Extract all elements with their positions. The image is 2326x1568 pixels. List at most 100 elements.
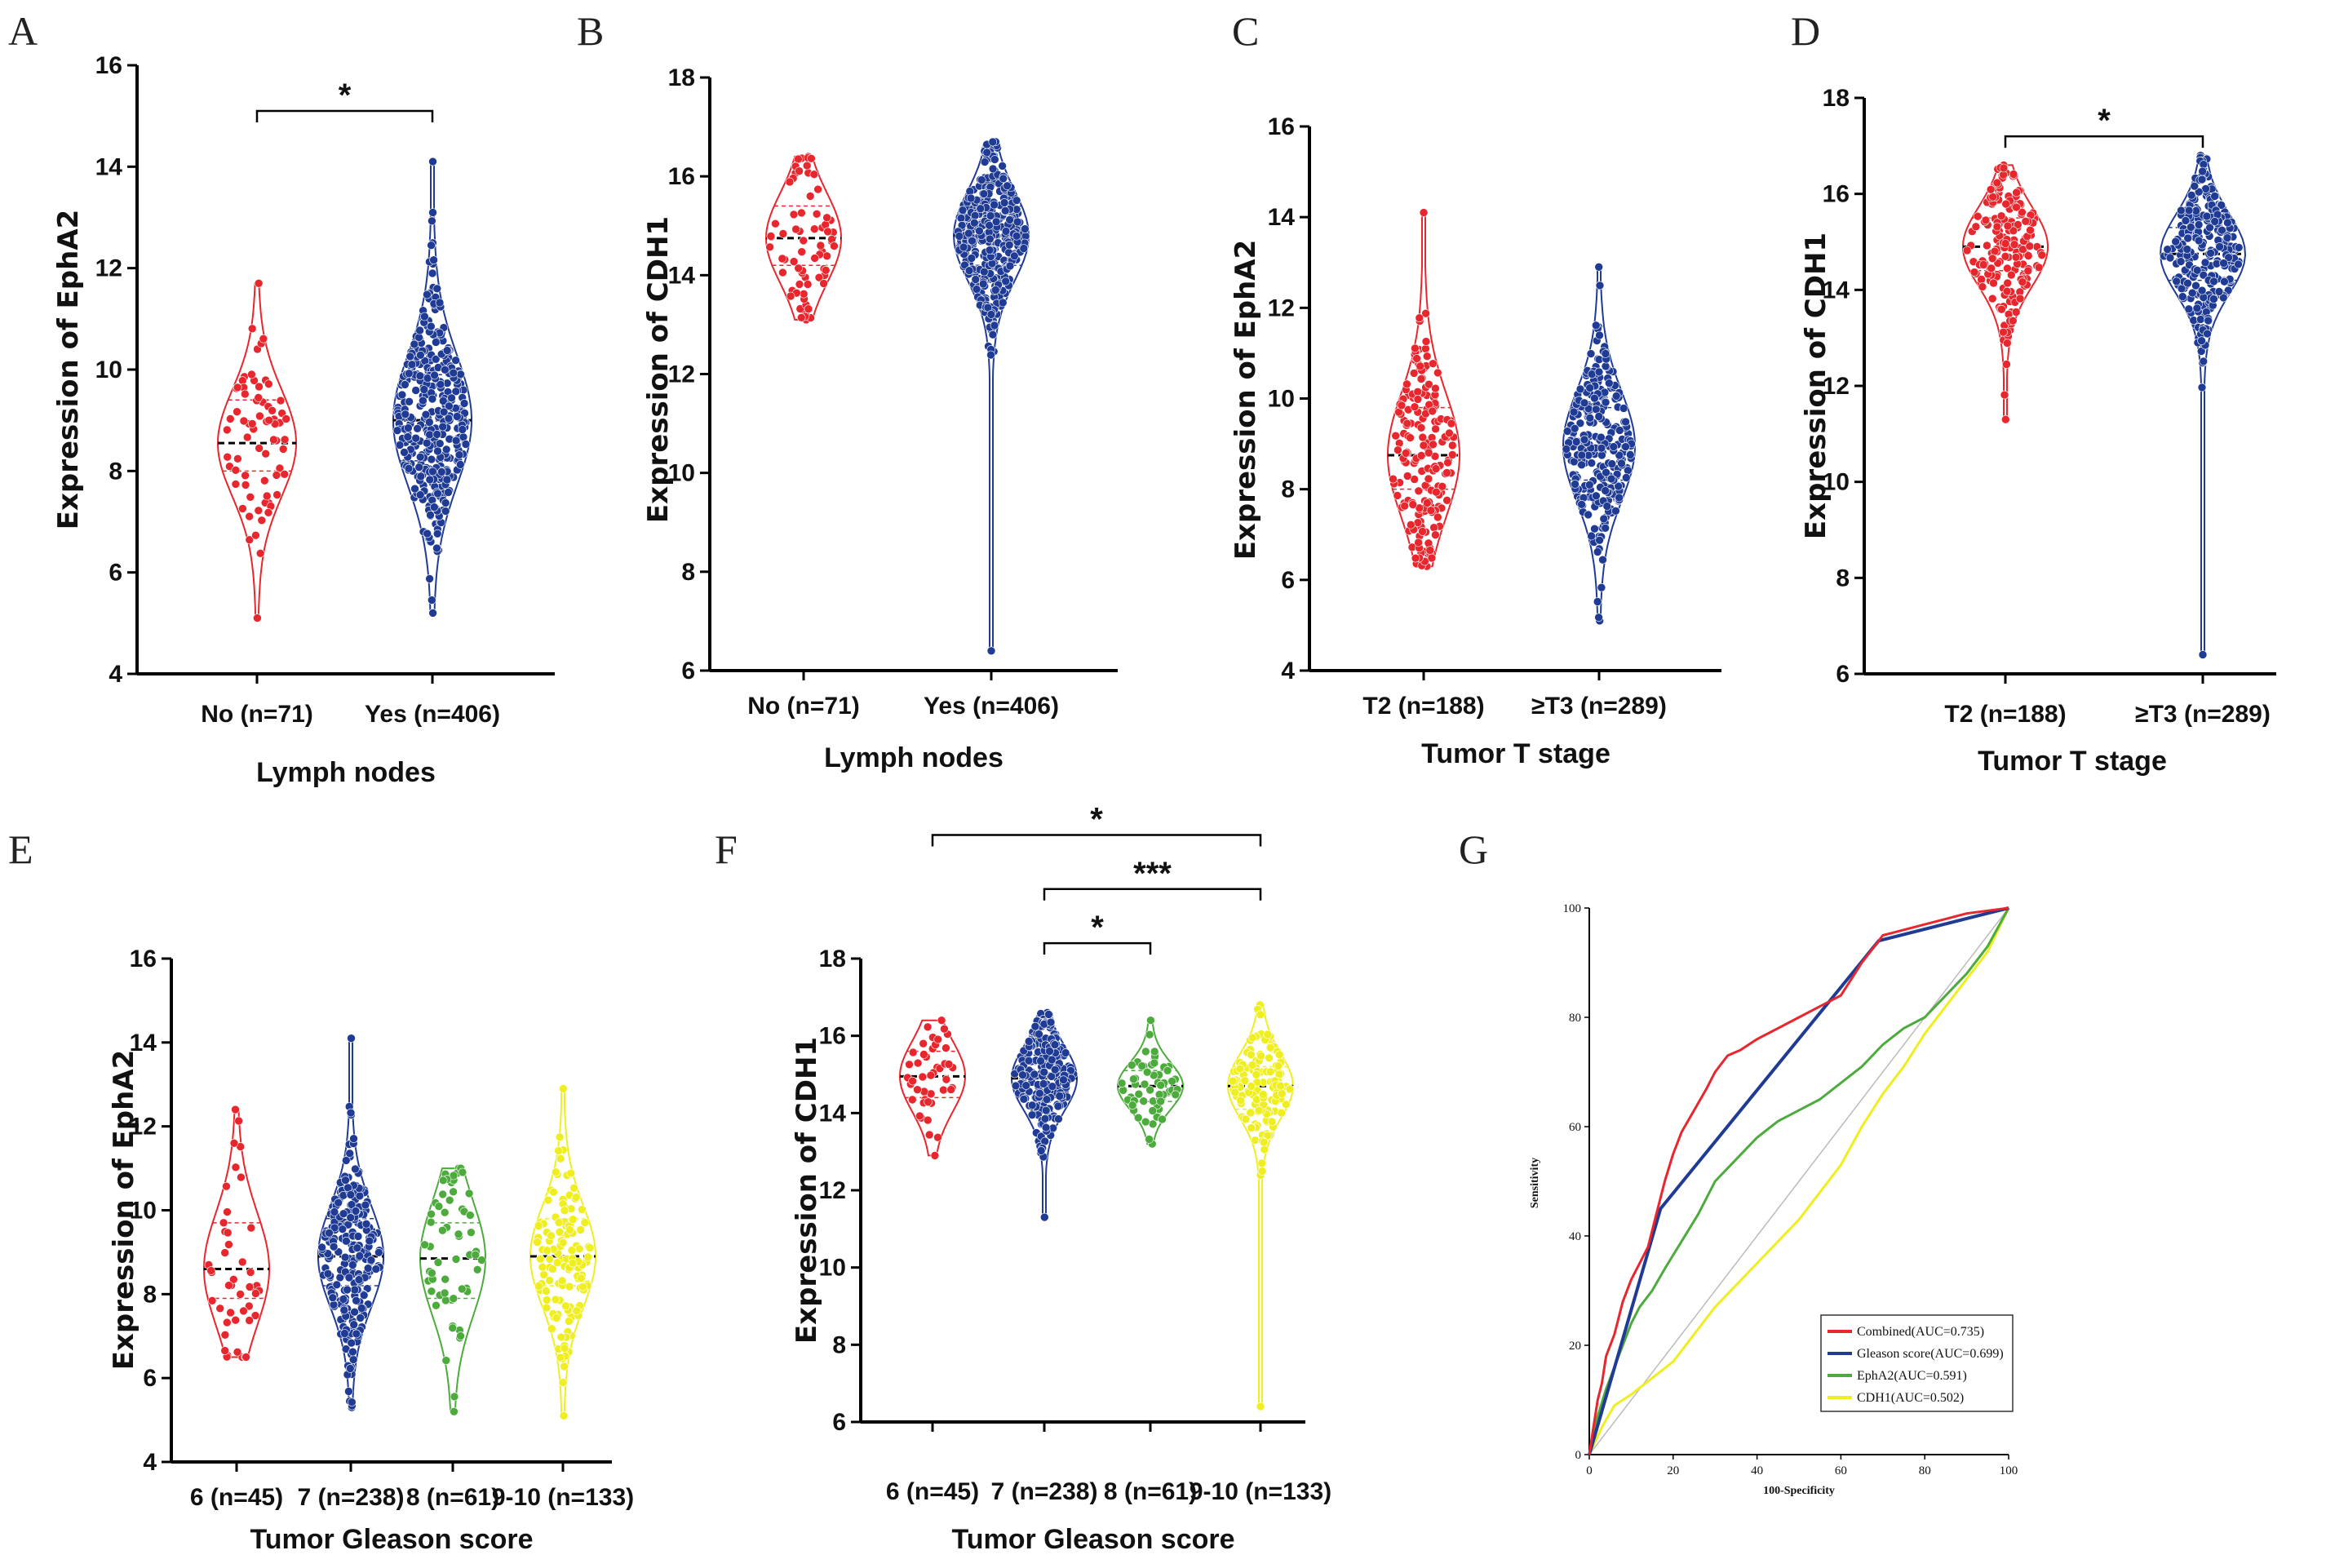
data-point <box>428 609 437 618</box>
data-point <box>401 410 410 419</box>
data-point <box>1128 1101 1137 1110</box>
data-point <box>1571 480 1579 489</box>
data-point <box>352 1329 361 1339</box>
data-point <box>240 389 250 399</box>
data-point <box>228 1275 238 1284</box>
data-point <box>1027 1110 1037 1119</box>
data-point <box>991 286 1000 295</box>
data-point <box>1267 1117 1277 1127</box>
data-point <box>536 1254 545 1264</box>
data-point <box>2198 650 2208 659</box>
data-point <box>2191 281 2200 290</box>
data-point <box>569 1184 578 1193</box>
data-point <box>339 1295 348 1304</box>
data-point <box>2171 237 2180 246</box>
y-tick-label: 4 <box>109 661 122 688</box>
data-point <box>2200 258 2210 268</box>
data-point <box>1408 500 1418 509</box>
data-point <box>1041 1123 1051 1132</box>
y-tick-label: 10 <box>95 357 122 383</box>
data-point <box>1133 1113 1143 1123</box>
panel-label-e: E <box>8 826 33 872</box>
data-point <box>361 1220 371 1229</box>
y-tick-label: 12 <box>1268 295 1295 321</box>
data-point <box>799 289 809 299</box>
data-point <box>979 189 989 198</box>
data-point <box>2021 216 2031 226</box>
data-point <box>1621 417 1630 427</box>
data-point <box>247 419 257 428</box>
data-point <box>534 1221 543 1230</box>
data-point <box>2183 278 2192 288</box>
data-point <box>2217 225 2226 235</box>
data-point <box>1431 530 1440 540</box>
roc-series-line <box>1588 907 2010 1455</box>
data-point <box>1411 553 1420 563</box>
data-point <box>395 441 405 450</box>
data-point <box>1277 1108 1287 1118</box>
data-point <box>999 174 1008 184</box>
data-point <box>908 1048 918 1057</box>
data-point <box>972 285 981 294</box>
data-point <box>796 312 806 322</box>
violin-plot-a: 4 6 8 10 12 14 16 Expression of EphA2 Lymph node… <box>52 52 555 788</box>
data-point <box>1977 275 1986 284</box>
data-point <box>2197 175 2207 184</box>
data-point <box>328 1293 338 1302</box>
data-point <box>913 1085 922 1094</box>
violin-plot-c: 4 6 8 10 12 14 16 Expression of EphA2 Tumor T st… <box>1229 113 1721 769</box>
data-point <box>930 1151 940 1160</box>
y-tick-label: 4 <box>143 1449 157 1476</box>
data-point <box>449 1171 459 1180</box>
data-point <box>1027 1101 1037 1110</box>
data-point <box>348 1260 357 1269</box>
data-point <box>812 209 822 219</box>
data-point <box>233 407 241 417</box>
data-point <box>1036 1146 1046 1155</box>
data-point <box>2219 293 2228 303</box>
data-point <box>1041 1105 1051 1115</box>
data-point <box>990 155 999 164</box>
data-point <box>556 1154 565 1163</box>
x-category-label: T2 (n=188) <box>1944 701 2066 728</box>
data-point <box>1024 1037 1034 1046</box>
data-point <box>558 1378 568 1387</box>
data-point <box>2018 207 2027 217</box>
data-point <box>1140 1079 1150 1089</box>
data-point <box>451 436 461 445</box>
data-point <box>451 356 460 365</box>
data-point <box>345 1364 355 1373</box>
data-point <box>1141 1047 1150 1056</box>
data-point <box>1417 451 1426 460</box>
data-point <box>424 418 434 427</box>
data-point <box>1393 445 1402 455</box>
data-point <box>1585 480 1594 489</box>
data-point <box>1594 262 1603 272</box>
data-point <box>233 454 242 463</box>
data-point <box>976 204 986 213</box>
data-point <box>2015 294 2025 303</box>
data-point <box>1411 343 1420 353</box>
data-point <box>1433 368 1442 378</box>
data-point <box>1986 185 1996 194</box>
data-point <box>472 1265 482 1274</box>
data-point <box>2025 241 2035 251</box>
data-point <box>361 1200 370 1210</box>
data-point <box>429 503 439 512</box>
data-point <box>1614 481 1623 491</box>
data-point <box>2023 266 2033 276</box>
data-point <box>991 217 1001 227</box>
data-point <box>964 228 973 238</box>
data-point <box>465 1211 475 1220</box>
data-point <box>1598 555 1607 565</box>
violin-plot-b: 6 8 10 12 14 16 18 Expression of CDH1 Lymph node… <box>642 64 1118 773</box>
data-point <box>428 394 437 404</box>
data-point <box>429 255 438 265</box>
data-point <box>1019 244 1029 253</box>
data-point <box>423 290 432 299</box>
data-point <box>1018 1070 1027 1079</box>
data-point <box>1433 512 1442 522</box>
y-tick-label: 6 <box>109 560 122 587</box>
data-point <box>2009 316 2018 326</box>
data-point <box>1282 1100 1291 1109</box>
